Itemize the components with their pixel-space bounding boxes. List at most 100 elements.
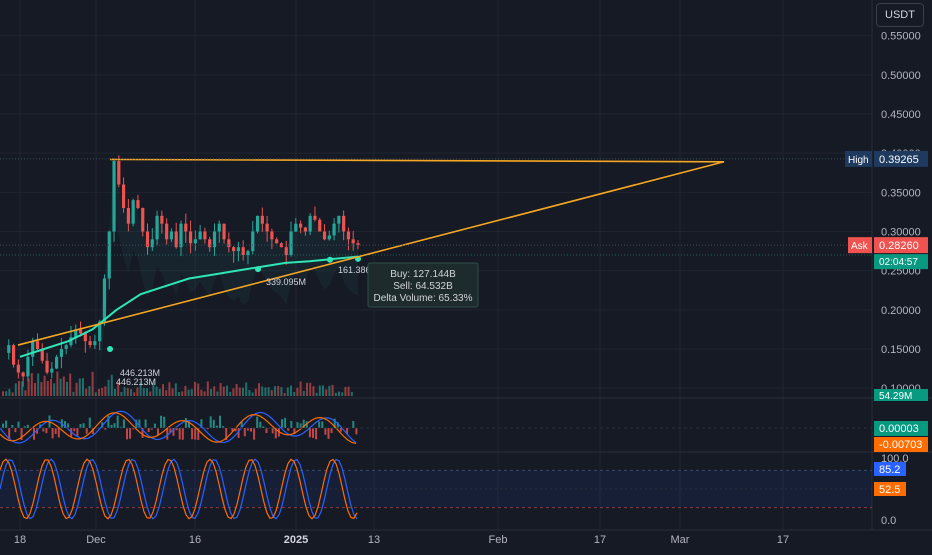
volume-bar — [120, 392, 122, 396]
volume-bar — [242, 388, 244, 396]
volume-bar — [322, 385, 324, 396]
high-tag-label: High — [848, 155, 869, 166]
volume-bar — [191, 389, 193, 396]
volume-bar — [239, 388, 241, 396]
macd-histogram-bar — [297, 422, 299, 428]
stoch-y-tick-label: 0.0 — [881, 515, 896, 527]
volume-bar — [98, 389, 100, 396]
volume-bar — [130, 389, 132, 396]
macd-histogram-bar — [182, 428, 184, 440]
volume-bar — [210, 389, 212, 396]
volume-bar — [44, 376, 46, 396]
volume-bar — [15, 383, 17, 396]
volume-bar — [220, 383, 222, 396]
macd-histogram-bar — [179, 428, 181, 439]
macd-histogram-bar — [284, 418, 286, 428]
macd-histogram-bar — [55, 428, 57, 434]
volume-bar — [18, 381, 20, 396]
volume-bar — [12, 392, 14, 396]
volume-bar — [24, 390, 26, 396]
volume-label: 339.095M — [266, 277, 306, 287]
volume-bar — [47, 381, 49, 396]
volume-bar — [328, 386, 330, 396]
volume-bar — [149, 391, 151, 396]
volume-bar — [63, 376, 65, 396]
volume-bar — [143, 388, 145, 396]
macd-histogram-bar — [166, 428, 168, 440]
volume-bar — [156, 387, 158, 396]
macd-histogram-bar — [2, 424, 4, 428]
volume-bar — [104, 386, 106, 396]
tooltip-delta: Delta Volume: 65.33% — [374, 293, 473, 304]
volume-bar — [124, 387, 126, 396]
macd-histogram-bar — [83, 423, 85, 428]
candle-body — [65, 345, 68, 349]
volume-bar — [101, 388, 103, 396]
macd-histogram-bar — [117, 416, 119, 428]
volume-bar — [168, 382, 170, 396]
volume-bar — [188, 390, 190, 396]
volume-bar — [21, 381, 23, 396]
y-tick-label: 0.50000 — [881, 70, 921, 82]
macd-histogram-bar — [213, 420, 215, 428]
macd-histogram-bar — [300, 423, 302, 428]
volume-bar — [175, 383, 177, 396]
x-tick-label: Mar — [671, 534, 690, 546]
volume-bar — [303, 391, 305, 396]
macd-histogram-bar — [18, 422, 20, 428]
volume-bar — [277, 386, 279, 396]
macd-histogram-bar — [157, 428, 159, 435]
vwap-marker — [327, 257, 333, 263]
volume-bar — [293, 392, 295, 396]
volume-bar — [28, 378, 30, 396]
volume-bar — [287, 387, 289, 396]
macd-histogram-bar — [86, 428, 88, 434]
volume-bar — [127, 388, 129, 396]
ask-value-label: 0.28260 — [879, 240, 919, 252]
volume-bar — [72, 392, 74, 396]
y-tick-label: 0.35000 — [881, 187, 921, 199]
y-tick-label: 0.20000 — [881, 305, 921, 317]
volume-bar — [338, 392, 340, 396]
volume-bar — [248, 390, 250, 396]
macd-histogram-bar — [129, 428, 131, 439]
macd-histogram-bar — [191, 428, 193, 439]
candle-body — [36, 341, 39, 349]
volume-bar — [60, 379, 62, 396]
x-tick-label: 2025 — [284, 534, 308, 546]
candle-body — [12, 345, 15, 365]
volume-bar — [351, 392, 353, 396]
candle-body — [26, 357, 29, 377]
volume-bar — [226, 386, 228, 396]
volume-bar — [69, 374, 71, 396]
macd-histogram-bar — [123, 419, 125, 428]
volume-bar — [335, 393, 337, 396]
volume-bar — [274, 386, 276, 396]
macd-histogram-bar — [312, 428, 314, 438]
macd-histogram-bar — [272, 428, 274, 433]
macd-histogram-bar — [76, 428, 78, 436]
volume-bar — [252, 392, 254, 396]
volume-bar — [344, 387, 346, 396]
volume-bar — [95, 392, 97, 396]
volume-bar — [255, 389, 257, 396]
volume-bar — [236, 384, 238, 396]
macd-histogram-bar — [163, 417, 165, 428]
volume-bar — [245, 382, 247, 396]
vwap-marker — [255, 266, 261, 272]
y-tick-label: 0.30000 — [881, 227, 921, 239]
macd-histogram-bar — [315, 428, 317, 439]
candle-body — [50, 369, 53, 373]
macd-histogram-bar — [42, 428, 44, 431]
volume-bar — [146, 388, 148, 396]
macd-histogram-bar — [210, 416, 212, 428]
volume-bar — [92, 372, 94, 396]
candle-body — [93, 341, 96, 345]
currency-button[interactable]: USDT — [876, 3, 924, 27]
volume-bar — [50, 379, 52, 396]
volume-bar — [82, 378, 84, 396]
signal-value-label: -0.00703 — [879, 439, 922, 451]
volume-bar — [66, 382, 68, 396]
